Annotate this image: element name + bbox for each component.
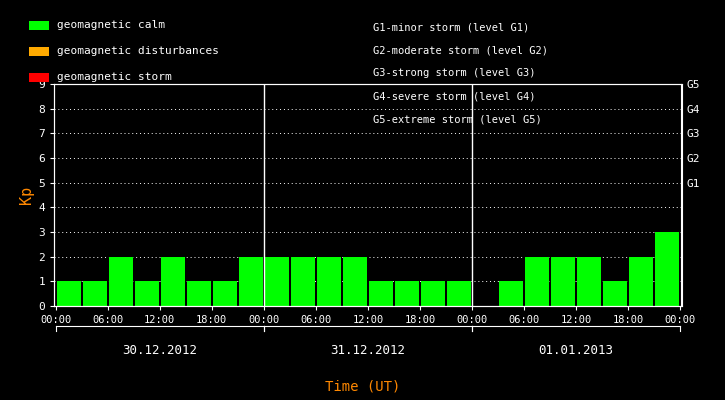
Text: G3-strong storm (level G3): G3-strong storm (level G3) bbox=[373, 68, 536, 78]
Bar bbox=[603, 281, 627, 306]
Bar bbox=[395, 281, 419, 306]
Bar bbox=[343, 257, 367, 306]
Bar bbox=[499, 281, 523, 306]
Bar bbox=[109, 257, 133, 306]
Text: 30.12.2012: 30.12.2012 bbox=[123, 344, 197, 356]
Bar bbox=[655, 232, 679, 306]
Bar bbox=[265, 257, 289, 306]
Bar bbox=[369, 281, 393, 306]
Bar bbox=[525, 257, 549, 306]
Bar bbox=[317, 257, 341, 306]
Bar bbox=[135, 281, 159, 306]
Bar bbox=[57, 281, 80, 306]
Bar bbox=[291, 257, 315, 306]
Text: geomagnetic storm: geomagnetic storm bbox=[57, 72, 171, 82]
Bar bbox=[83, 281, 107, 306]
Bar bbox=[629, 257, 653, 306]
Text: 01.01.2013: 01.01.2013 bbox=[539, 344, 613, 356]
Y-axis label: Kp: Kp bbox=[20, 186, 34, 204]
Text: 31.12.2012: 31.12.2012 bbox=[331, 344, 405, 356]
Bar bbox=[551, 257, 575, 306]
Bar bbox=[239, 257, 262, 306]
Text: geomagnetic calm: geomagnetic calm bbox=[57, 20, 165, 30]
Bar bbox=[213, 281, 237, 306]
Text: G5-extreme storm (level G5): G5-extreme storm (level G5) bbox=[373, 115, 542, 125]
Bar bbox=[161, 257, 185, 306]
Text: G2-moderate storm (level G2): G2-moderate storm (level G2) bbox=[373, 45, 548, 55]
Text: G4-severe storm (level G4): G4-severe storm (level G4) bbox=[373, 92, 536, 102]
Text: G1-minor storm (level G1): G1-minor storm (level G1) bbox=[373, 22, 530, 32]
Bar bbox=[421, 281, 445, 306]
Text: Time (UT): Time (UT) bbox=[325, 379, 400, 393]
Bar bbox=[577, 257, 601, 306]
Bar bbox=[187, 281, 211, 306]
Bar bbox=[447, 281, 471, 306]
Text: geomagnetic disturbances: geomagnetic disturbances bbox=[57, 46, 218, 56]
